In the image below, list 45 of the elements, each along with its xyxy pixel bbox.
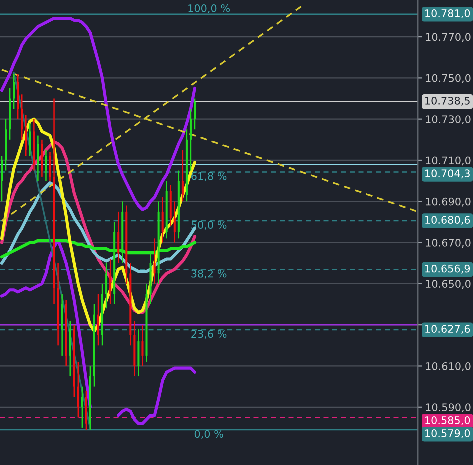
candlestick: [81, 386, 84, 429]
ref-line-label: 10.738,5: [426, 96, 470, 106]
y-tick-label: 10.610,0: [426, 362, 471, 372]
candlestick: [45, 150, 48, 182]
annotation: 61,8 %: [192, 172, 227, 182]
annotation: 100,0 %: [188, 4, 230, 14]
annotation: 0,0 %: [194, 430, 224, 440]
candlestick: [194, 98, 196, 130]
ref-line-label: 10.680,6: [426, 216, 470, 226]
candlestick: [29, 122, 32, 157]
y-tick-label: 10.710,0: [426, 156, 471, 166]
line-series: [13, 72, 92, 430]
candlestick: [174, 201, 176, 244]
candlestick: [25, 114, 28, 157]
annotation: 38,2 %: [192, 270, 227, 279]
candlestick: [154, 238, 156, 285]
candlestick: [182, 150, 184, 202]
candlestick: [162, 196, 164, 244]
y-tick-label: 10.670,0: [426, 239, 471, 248]
candlestick: [77, 362, 80, 418]
candlestick: [13, 73, 16, 110]
candlestick: [97, 294, 100, 346]
ref-line-label: 10.704,3: [426, 170, 470, 179]
ref-line-label: 10.579,0: [426, 430, 470, 438]
y-tick-label: 10.770,0: [426, 33, 471, 42]
candlestick: [1, 156, 4, 202]
candlestick: [142, 324, 144, 367]
candlestick: [49, 152, 52, 182]
candlestick: [106, 262, 108, 310]
annotation: 50,0 %: [192, 221, 227, 230]
y-tick-label: 10.590,0: [426, 404, 471, 413]
ref-line-label: 10.585,0: [426, 416, 470, 426]
y-tick-label: 10.690,0: [426, 198, 471, 207]
candlestick: [110, 258, 112, 306]
ref-line-label: 10.781,0: [426, 10, 470, 18]
candlestick: [21, 94, 24, 141]
candlestick: [118, 211, 120, 264]
candlestick: [37, 135, 40, 182]
ref-line-label: 10.627,6: [426, 325, 470, 334]
candlestick: [190, 108, 192, 172]
y-tick-label: 10.730,0: [426, 116, 471, 125]
ref-line-label: 10.656,9: [426, 264, 470, 274]
y-tick-label: 10.750,0: [426, 74, 471, 84]
annotation: 23,6 %: [192, 330, 227, 340]
y-tick-label: 10.650,0: [426, 280, 471, 290]
